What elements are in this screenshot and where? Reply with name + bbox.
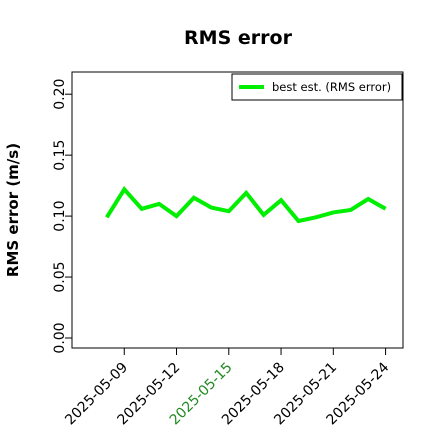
series-layer — [105, 185, 387, 224]
y-tick-label: 0.15 — [52, 140, 68, 171]
y-axis-label: RMS error (m/s) — [4, 143, 22, 277]
y-tick-label: 0.10 — [52, 201, 68, 232]
y-tick-label: 0.00 — [52, 322, 68, 353]
chart-title: RMS error — [184, 27, 293, 49]
y-axis: 0.00 0.05 0.10 0.15 0.20 — [52, 79, 72, 354]
series-line — [105, 185, 387, 224]
y-tick-label: 0.20 — [52, 79, 68, 110]
x-axis: 2025-05-092025-05-122025-05-152025-05-18… — [62, 348, 392, 428]
legend: best est. (RMS error) — [231, 73, 403, 101]
legend-label: best est. (RMS error) — [272, 80, 391, 94]
y-tick-label: 0.05 — [52, 261, 68, 292]
plot-frame — [71, 71, 404, 349]
